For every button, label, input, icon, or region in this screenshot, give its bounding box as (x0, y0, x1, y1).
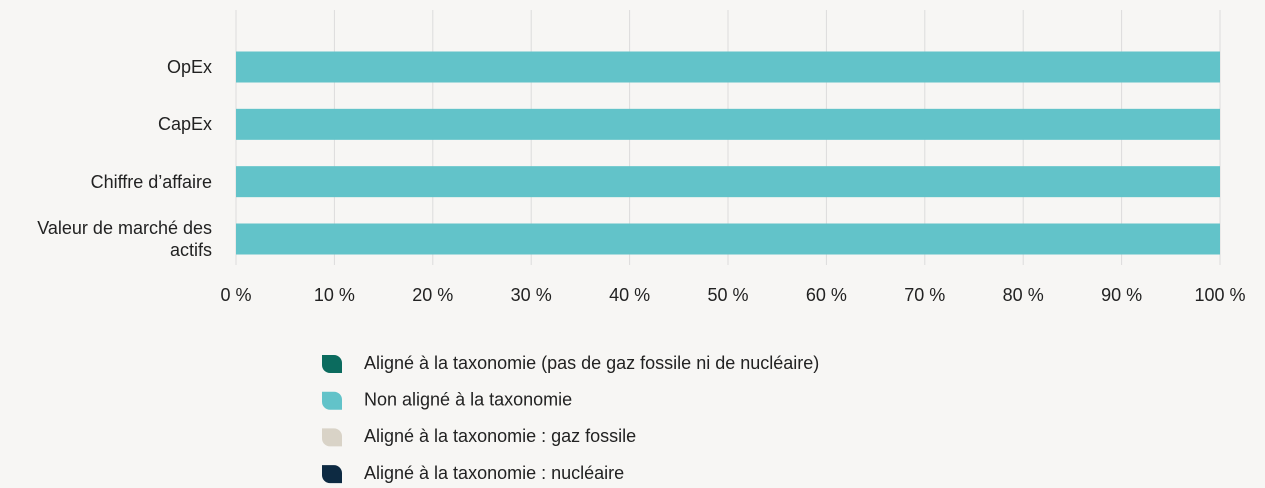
x-tick-label: 0 % (220, 285, 251, 305)
legend-swatch (322, 465, 342, 484)
x-tick-label: 70 % (904, 285, 945, 305)
y-tick-label: Chiffre d’affaire (90, 171, 212, 192)
x-tick-label: 30 % (511, 285, 552, 305)
y-tick-label: OpEx (166, 57, 212, 77)
legend-swatch (322, 428, 342, 447)
x-tick-label: 50 % (707, 285, 748, 305)
x-tick-label: 90 % (1101, 285, 1142, 305)
x-tick-label: 80 % (1003, 285, 1044, 305)
legend-label: Aligné à la taxonomie : nucléaire (364, 463, 624, 483)
legend-label: Non aligné à la taxonomie (364, 389, 572, 409)
y-tick-label: Valeur de marché des actifs (37, 218, 212, 260)
legend-swatch (322, 355, 342, 373)
bar-segment (236, 166, 1220, 198)
legend-label: Aligné à la taxonomie : gaz fossile (364, 426, 636, 446)
x-tick-label: 10 % (314, 285, 355, 305)
legend-label: Aligné à la taxonomie (pas de gaz fossil… (364, 353, 819, 373)
y-tick-label: CapEx (157, 114, 212, 135)
x-tick-label: 40 % (609, 285, 650, 305)
bar-segment (236, 108, 1220, 140)
x-tick-label: 60 % (806, 285, 847, 305)
bar-segment (236, 223, 1220, 255)
legend-swatch (322, 391, 342, 410)
bar-segment (236, 51, 1220, 83)
x-tick-label: 100 % (1194, 285, 1245, 305)
x-tick-label: 20 % (412, 285, 453, 305)
